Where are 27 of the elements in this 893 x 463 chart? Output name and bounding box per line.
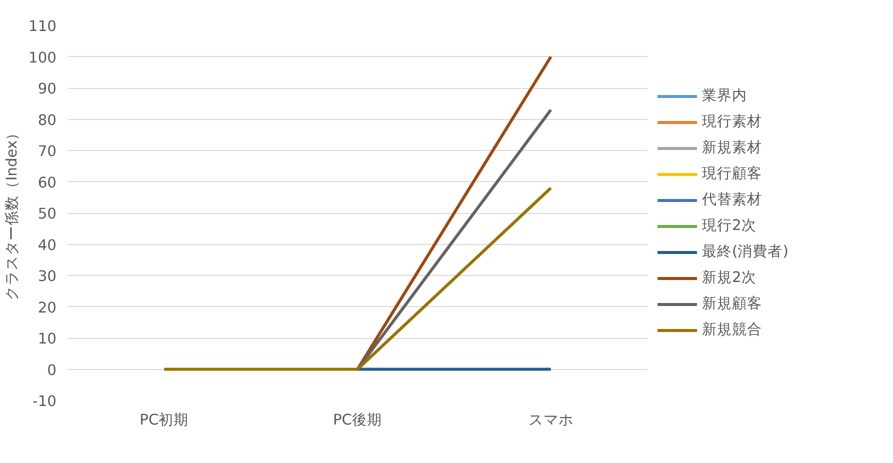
y-tick-label: 80: [38, 112, 57, 129]
legend-label: 新規素材: [702, 138, 762, 157]
y-tick-label: 40: [38, 236, 57, 254]
legend-label: 新規競合: [702, 320, 762, 339]
legend-label: 現行顧客: [702, 164, 762, 183]
y-tick-label: 20: [38, 299, 57, 316]
x-tick-label: PC後期: [332, 412, 382, 428]
y-tick-label: 60: [38, 174, 57, 192]
y-tick-label: 10: [38, 330, 57, 348]
y-tick-label: -10: [32, 393, 57, 410]
legend-label: 業界内: [702, 86, 747, 105]
x-tick-label: スマホ: [528, 412, 574, 428]
y-tick-label: 50: [38, 206, 57, 222]
legend-label: 代替素材: [702, 190, 762, 209]
legend-label: 新規2次: [702, 268, 756, 287]
y-axis-title: クラスター係数（Index）: [4, 125, 21, 301]
legend-label: 最終(消費者): [702, 242, 788, 261]
y-tick-label: 0: [47, 362, 57, 379]
y-tick-label: 110: [28, 18, 57, 35]
y-tick-label: 30: [38, 268, 57, 285]
legend-label: 現行2次: [702, 216, 756, 235]
legend-label: 現行素材: [702, 112, 762, 131]
y-tick-label: 100: [28, 49, 57, 66]
legend-label: 新規顧客: [702, 294, 762, 313]
y-tick-label: 70: [38, 143, 57, 160]
y-tick-label: 90: [38, 80, 57, 98]
x-tick-label: PC初期: [140, 412, 189, 428]
